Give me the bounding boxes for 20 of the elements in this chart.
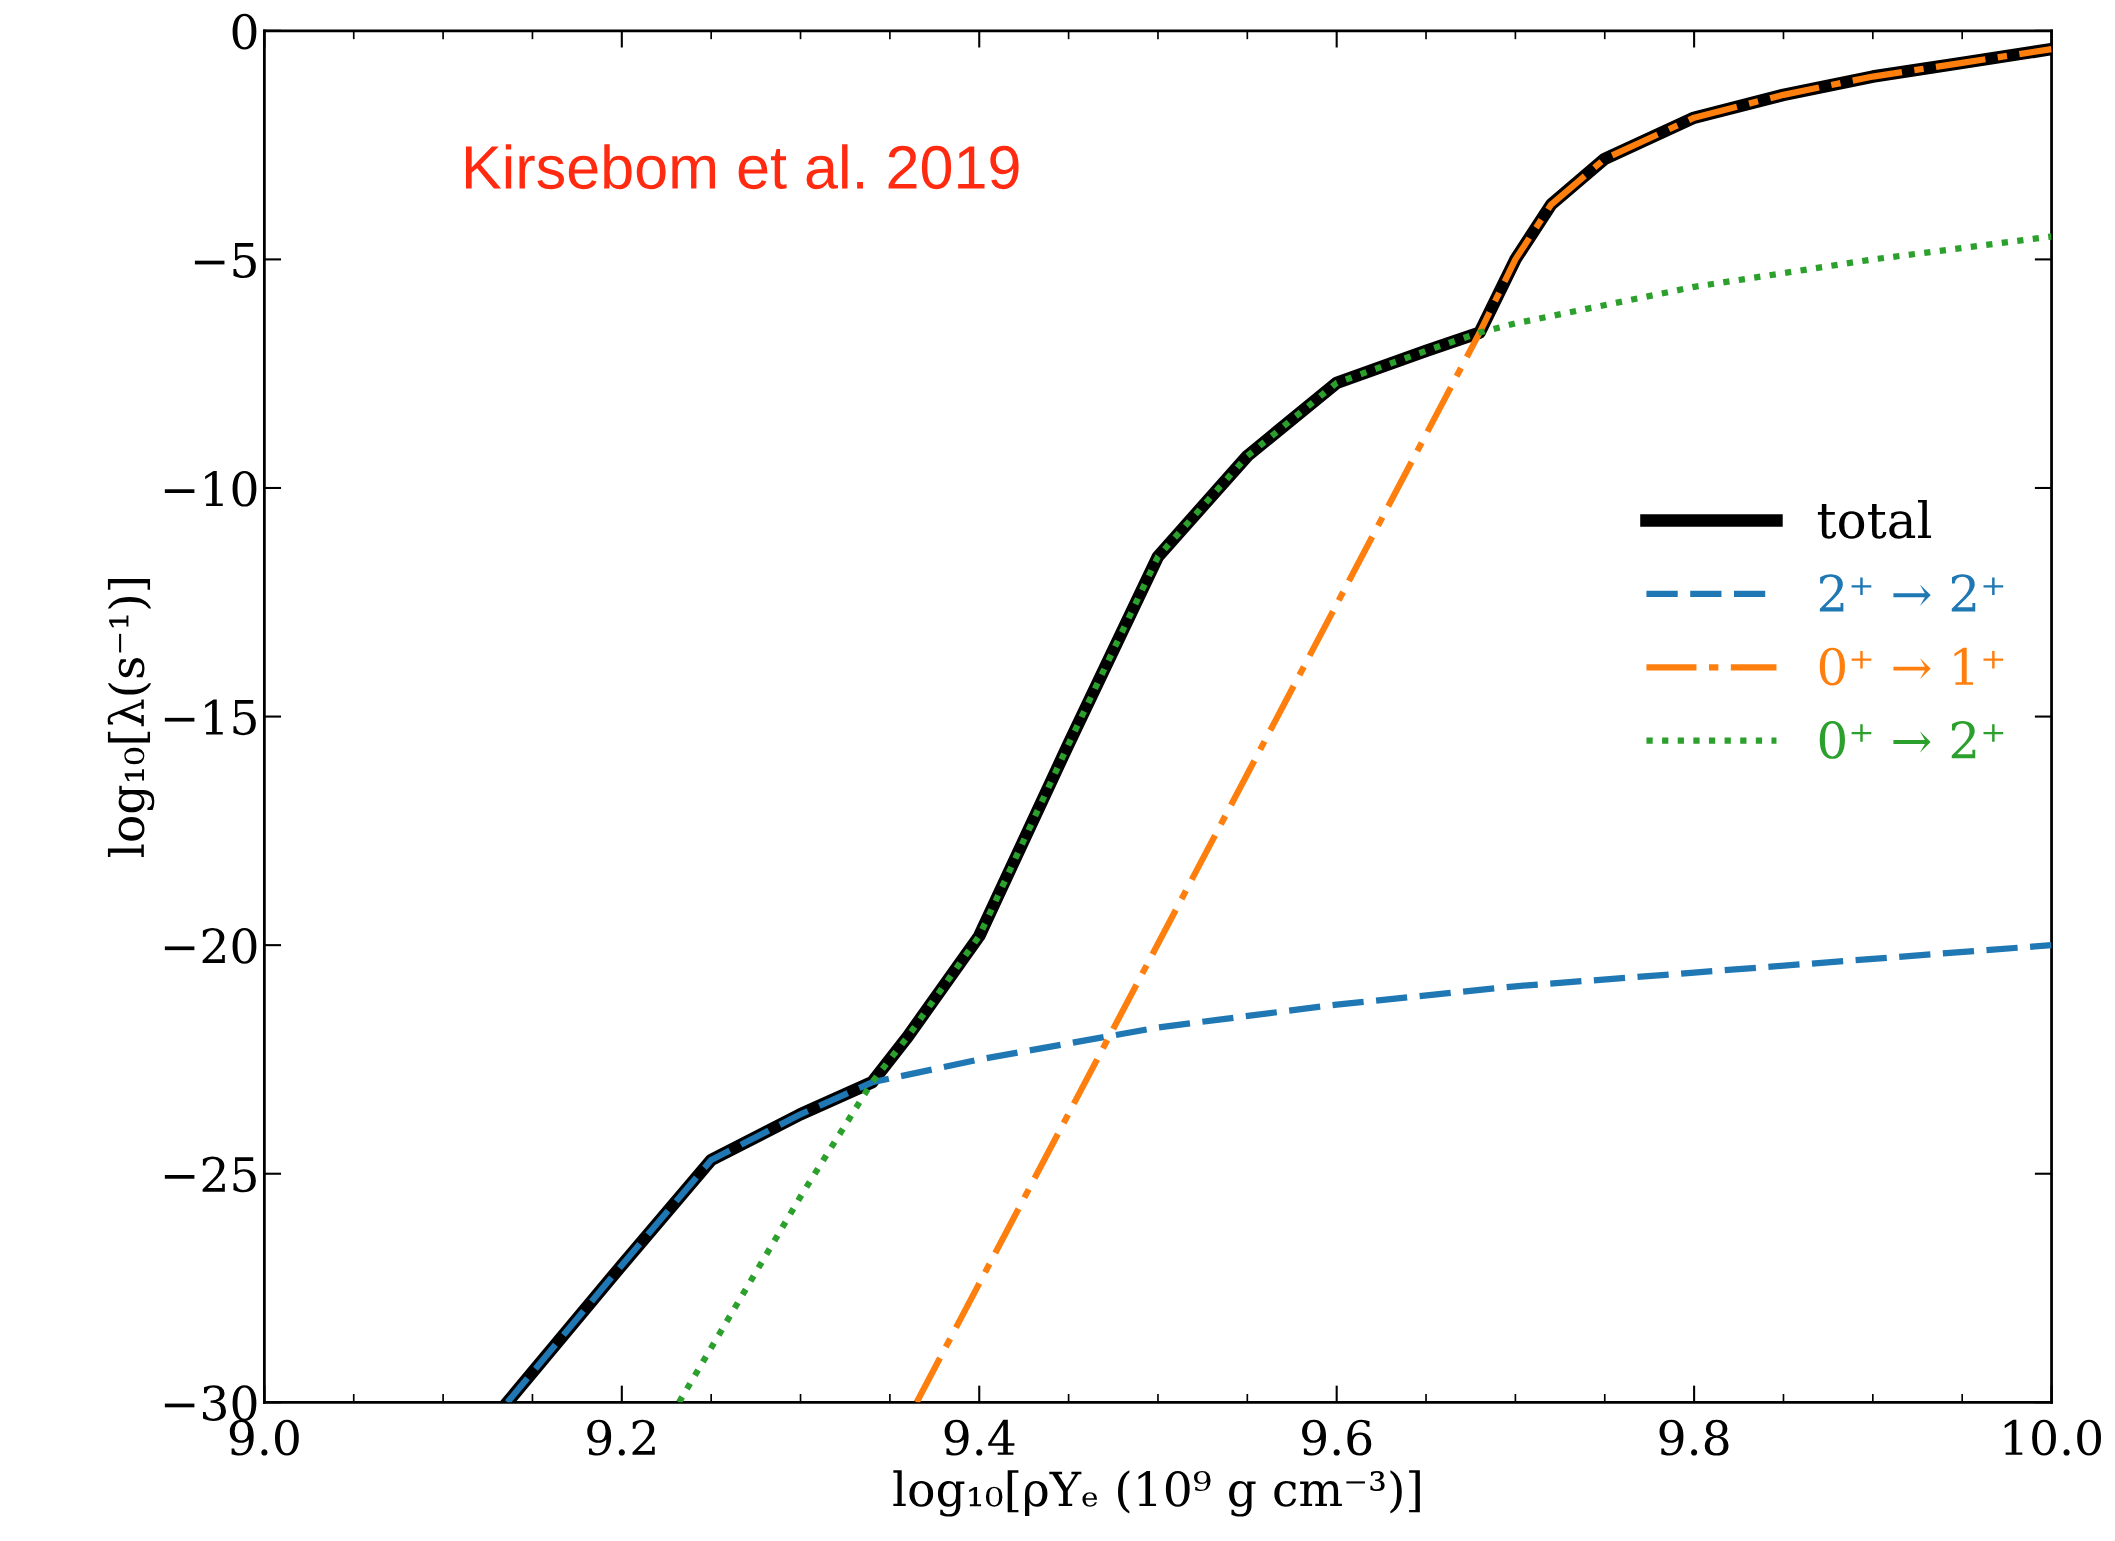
y-tick-label: −20: [164, 928, 257, 964]
x-tick-label: 10.0: [2004, 1419, 2101, 1456]
y-axis-title: log₁₀[λ(s⁻¹)]: [107, 578, 155, 857]
legend-label: 2⁺ → 2⁺: [1819, 574, 2004, 612]
legend-label: total: [1817, 499, 1932, 539]
y-tick-label: 0: [232, 13, 257, 50]
y-tick-label: −15: [164, 699, 256, 736]
y-tick-label: −5: [194, 242, 256, 279]
annotation: Kirsebom et al. 2019: [465, 144, 1019, 190]
legend-label: 0⁺ → 1⁺: [1819, 647, 2004, 686]
y-tick-label: −30: [164, 1385, 257, 1421]
legend-label: 0⁺ → 2⁺: [1819, 721, 2004, 759]
y-tick-label: −10: [164, 470, 257, 507]
x-tick-label: 9.0: [229, 1419, 299, 1456]
x-tick-label: 9.4: [944, 1419, 1015, 1456]
x-tick-label: 9.2: [587, 1419, 655, 1456]
x-tick-label: 9.8: [1659, 1419, 1729, 1456]
y-tick-label: −25: [164, 1156, 256, 1193]
x-tick-label: 9.6: [1302, 1419, 1372, 1456]
x-axis-title: log₁₀[ρYₑ (10⁹ g cm⁻³)]: [893, 1470, 1420, 1517]
